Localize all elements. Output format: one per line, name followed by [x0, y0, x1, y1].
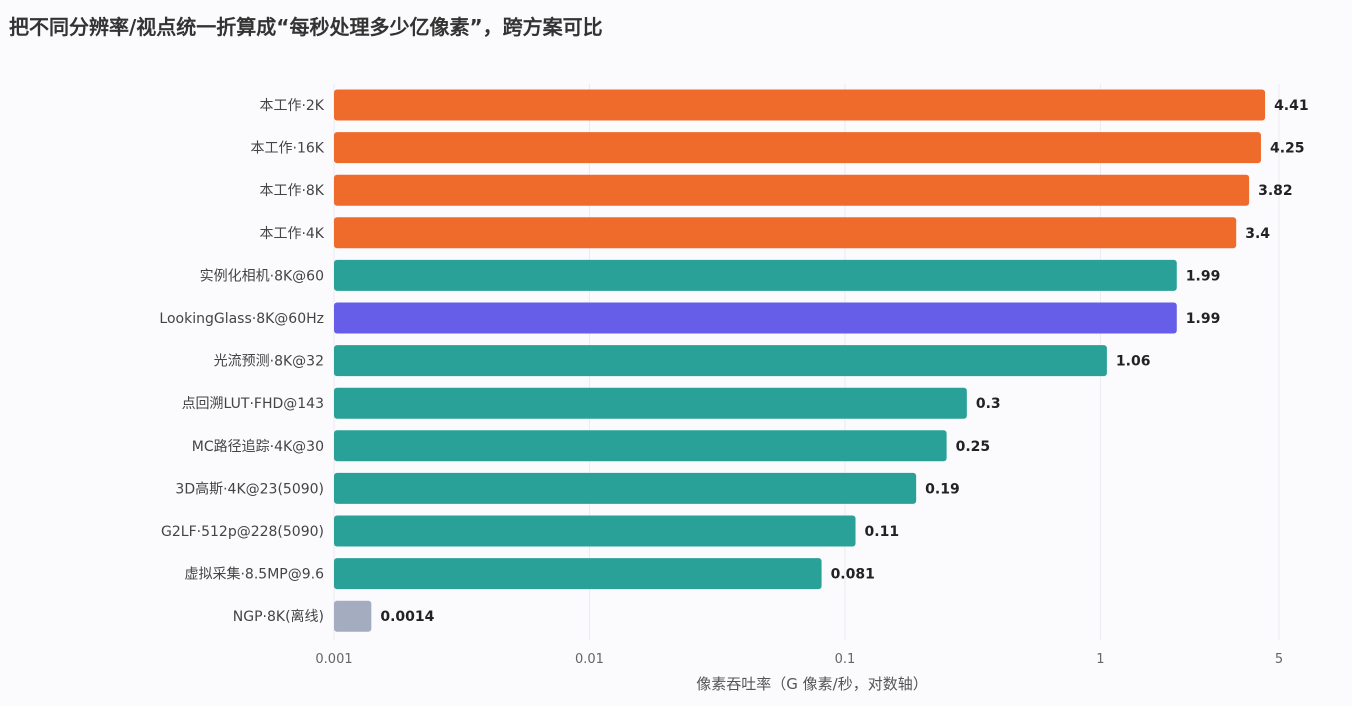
value-label: 4.41: [1274, 98, 1309, 114]
bar: [334, 430, 947, 462]
category-label: 本工作·4K: [259, 226, 324, 242]
value-label: 0.0014: [380, 609, 434, 625]
category-label: 本工作·16K: [251, 141, 325, 157]
bar: [334, 259, 1177, 291]
value-label: 0.3: [976, 396, 1001, 412]
category-label: 本工作·2K: [259, 98, 324, 114]
category-label: 点回溯LUT·FHD@143: [182, 396, 324, 412]
bar: [334, 302, 1177, 334]
category-label: 本工作·8K: [259, 183, 324, 199]
value-label: 4.25: [1270, 141, 1305, 157]
bar: [334, 472, 917, 504]
bar: [334, 89, 1266, 121]
value-labels: 4.41 4.25 3.82 3.4 1.99 1.99 1.06 0.3 0.25 0.19 0.…: [380, 98, 1308, 625]
category-label: NGP·8K(离线): [233, 608, 324, 625]
bar: [334, 217, 1237, 249]
bar: [334, 515, 856, 547]
value-label: 0.11: [865, 524, 900, 540]
category-label: LookingGlass·8K@60Hz: [159, 311, 324, 327]
x-tick-label: 0.1: [835, 652, 856, 667]
x-tick-labels: 0.001 0.01 0.1 1 5: [315, 652, 1283, 667]
category-label: 光流预测·8K@32: [214, 354, 324, 370]
chart-title: 把不同分辨率/视点统一折算成“每秒处理多少亿像素”，跨方案可比: [9, 15, 603, 39]
category-label: G2LF·512p@228(5090): [161, 524, 324, 540]
x-tick-label: 0.01: [575, 652, 604, 667]
value-label: 3.4: [1245, 226, 1270, 242]
value-label: 1.06: [1116, 354, 1151, 370]
x-tick-label: 5: [1275, 652, 1283, 667]
x-axis-title: 像素吞吐率（G 像素/秒，对数轴）: [696, 675, 927, 693]
value-label: 0.25: [956, 439, 991, 455]
category-label: 虚拟采集·8.5MP@9.6: [184, 566, 324, 583]
category-label: 3D高斯·4K@23(5090): [175, 480, 324, 497]
category-label: 实例化相机·8K@60: [200, 268, 324, 284]
value-label: 1.99: [1186, 268, 1221, 284]
bar: [334, 132, 1261, 164]
x-tick-label: 1: [1096, 652, 1104, 667]
bar: [334, 558, 822, 590]
value-label: 0.19: [925, 481, 960, 497]
bar: [334, 600, 372, 632]
category-label: MC路径追踪·4K@30: [192, 439, 324, 455]
bar: [334, 387, 967, 419]
value-label: 1.99: [1186, 311, 1221, 327]
x-tick-label: 0.001: [315, 652, 352, 667]
bars: [334, 89, 1266, 632]
value-label: 3.82: [1258, 183, 1293, 199]
bar: [334, 174, 1250, 206]
bar: [334, 345, 1107, 377]
value-label: 0.081: [831, 567, 875, 583]
category-labels: 本工作·2K 本工作·16K 本工作·8K 本工作·4K 实例化相机·8K@60 Look…: [159, 98, 324, 625]
